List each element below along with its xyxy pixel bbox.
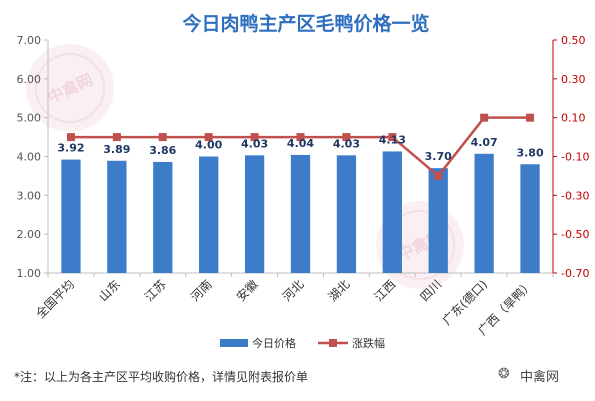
line-point [204,133,213,142]
data-label: 3.89 [103,143,130,156]
right-tick-label: -0.70 [561,267,589,280]
line-point [296,133,305,142]
line-point [480,113,489,122]
brand-logo-text: 中禽网 [520,370,560,385]
bar [61,159,81,273]
category-label: 全国平均 [33,277,78,322]
bar [199,156,219,273]
line-point [342,133,351,142]
data-label: 4.00 [195,139,222,152]
legend-label: 涨跌幅 [352,336,385,350]
category-label: 湖北 [325,277,353,305]
data-label: 3.92 [57,142,84,155]
right-tick-label: -0.10 [561,151,589,164]
data-label: 3.80 [516,146,543,159]
right-tick-label: 0.50 [561,34,586,47]
chart-title: 今日肉鸭主产区毛鸭价格一览 [181,12,429,35]
data-label: 3.70 [425,150,452,163]
category-label: 河北 [280,277,307,304]
bar [244,155,265,273]
wechat-icon: ❂ [498,366,510,382]
bar [107,160,127,273]
category-label: 河南 [187,277,215,305]
legend-label: 今日价格 [252,336,296,350]
data-label: 4.03 [241,137,268,150]
category-label: 江西 [372,277,399,304]
left-tick-label: 2.00 [17,228,42,241]
bar [474,153,494,273]
data-labels: 3.92 3.89 3.86 4.00 4.03 4.04 4.03 4.13 3.70 4.07… [57,133,544,163]
data-label: 4.07 [471,136,498,149]
line-point [526,113,535,122]
category-label: 江苏 [142,277,169,304]
line-point [388,133,397,142]
legend: 今日价格 涨跌幅 [220,336,385,350]
footnote: *注：以上为各主产区平均收购价格，详情见附表报价单 [14,370,309,384]
right-tick-label: -0.50 [561,228,589,241]
legend-swatch-marker [329,339,337,347]
left-tick-label: 5.00 [17,112,42,125]
line-point [434,171,443,180]
line-series [66,113,535,180]
bar [428,168,448,273]
left-tick-label: 1.00 [17,267,42,280]
right-tick-label: 0.10 [561,112,586,125]
bar-series [61,151,540,273]
bar [382,151,402,273]
data-label: 4.13 [379,133,406,146]
category-label: 安徽 [233,277,261,305]
bar [520,164,540,273]
category-label: 山东 [96,277,123,304]
legend-swatch-bar [220,339,248,347]
line-point [250,133,259,142]
right-tick-label: 0.30 [561,73,586,86]
left-tick-label: 6.00 [17,73,42,86]
left-tick-label: 7.00 [17,34,42,47]
line-point [66,133,75,142]
left-tick-label: 4.00 [17,151,42,164]
data-label: 4.03 [333,137,360,150]
bar [336,155,357,273]
line-point [112,133,121,142]
bar [153,161,173,273]
data-label: 3.86 [149,144,176,157]
bar [290,154,311,273]
data-label: 4.04 [287,137,314,150]
right-tick-label: -0.30 [561,189,589,202]
line-point [158,133,167,142]
left-tick-label: 3.00 [17,189,42,202]
